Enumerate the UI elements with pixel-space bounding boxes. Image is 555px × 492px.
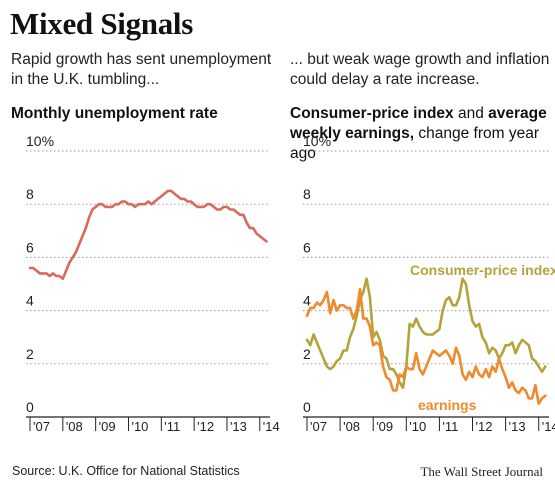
left-y-tick-label: 0 — [26, 399, 34, 415]
cpi-series-label: Consumer-price index — [410, 262, 555, 278]
left-y-tick-label: 6 — [26, 239, 34, 255]
right-x-tick-label: '12 — [476, 419, 493, 434]
publisher-credit: The Wall Street Journal — [420, 464, 543, 479]
unemployment-line — [28, 189, 268, 281]
left-y-tick-label: 10% — [26, 133, 54, 149]
left-x-tick-label: '12 — [197, 419, 214, 434]
right-y-tick-label: 6 — [303, 239, 311, 255]
right-x-tick-label: '11 — [442, 419, 458, 434]
unemployment-chart: 10% 8 6 4 2 0 '07 '08 '09 '10 '11 '12 '13 '14 — [26, 133, 280, 434]
title-suffix: change from year ago — [290, 125, 539, 162]
chart-title: Mixed Signals — [10, 6, 193, 41]
earnings-line — [305, 287, 547, 406]
cpi-title-part: Consumer-price index — [290, 105, 454, 122]
right-y-tick-label: 0 — [303, 399, 311, 415]
left-x-tick-label: '09 — [99, 419, 116, 434]
left-x-tick-label: '08 — [66, 419, 83, 434]
left-x-tick-label: '11 — [164, 419, 180, 434]
left-y-tick-label: 4 — [26, 293, 34, 309]
cpi-line — [305, 277, 547, 390]
right-y-tick-label: 4 — [303, 293, 311, 309]
left-intro-text: Rapid growth has sent unemployment in th… — [11, 51, 272, 88]
left-x-tick-label: '14 — [263, 419, 280, 434]
right-x-tick-label: '09 — [376, 419, 393, 434]
left-x-tick-label: '10 — [131, 419, 148, 434]
earnings-series-label: earnings — [418, 397, 477, 413]
title-connector: and — [453, 105, 489, 122]
right-x-tick-label: '14 — [542, 419, 555, 434]
source-note: Source: U.K. Office for National Statist… — [12, 464, 240, 478]
right-x-tick-label: '13 — [509, 419, 526, 434]
left-y-tick-label: 2 — [26, 346, 34, 362]
right-x-tick-label: '10 — [409, 419, 426, 434]
left-x-tick-label: '13 — [230, 419, 247, 434]
right-x-tick-label: '08 — [343, 419, 360, 434]
left-y-tick-label: 8 — [26, 186, 34, 202]
earnings-title-part: average weekly earnings, — [290, 105, 547, 142]
right-x-tick-label: '07 — [310, 419, 327, 434]
left-chart-title: Monthly unemployment rate — [11, 105, 218, 122]
right-y-tick-label: 2 — [303, 346, 311, 362]
cpi-earnings-chart: 10% 8 6 4 2 0 '07 '08 '09 '10 '11 '12 '13 '14 Consumer… — [303, 133, 555, 434]
right-chart-title: Consumer-price index and average weekly … — [290, 104, 555, 164]
right-intro-text: ... but weak wage growth and inflation c… — [290, 51, 550, 88]
left-x-tick-label: '07 — [33, 419, 50, 434]
right-y-tick-label: 8 — [303, 186, 311, 202]
right-y-tick-label: 10% — [303, 133, 331, 149]
